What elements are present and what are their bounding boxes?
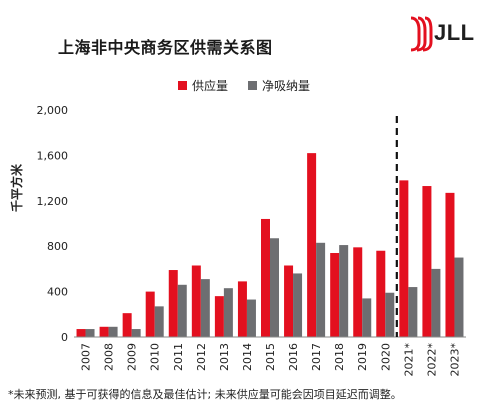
bar-supply — [76, 329, 86, 337]
bar-absorption — [246, 299, 256, 337]
x-tick-label: 2023* — [448, 343, 461, 377]
x-tick-label: 2009 — [126, 343, 139, 371]
bar-supply — [214, 296, 224, 337]
x-tick-label: 2021* — [402, 343, 415, 377]
x-tick-label: 2020 — [379, 343, 392, 371]
x-tick-label: 2022* — [425, 343, 438, 377]
legend-swatch-absorption — [248, 81, 257, 90]
legend-item-supply: 供应量 — [178, 77, 228, 94]
bar-absorption — [270, 238, 279, 337]
logo-text: JLL — [434, 20, 475, 45]
y-tick-label: 1,600 — [37, 149, 69, 162]
bar-supply — [168, 270, 178, 337]
bar-supply — [122, 313, 132, 337]
x-tick-label: 2015 — [264, 343, 277, 371]
bar-absorption — [177, 284, 187, 337]
bar-supply — [284, 265, 294, 337]
legend-label-supply: 供应量 — [192, 79, 229, 93]
bar-absorption — [385, 292, 395, 337]
bar-supply — [307, 153, 317, 337]
x-tick-label: 2018 — [333, 343, 346, 371]
legend-item-absorption: 净吸纳量 — [248, 77, 310, 94]
x-tick-label: 2017 — [310, 343, 323, 371]
y-tick-label: 400 — [47, 286, 68, 299]
bar-supply — [99, 326, 109, 337]
bar-supply — [376, 250, 386, 337]
bar-absorption — [200, 279, 210, 337]
bar-supply — [399, 180, 409, 337]
bar-absorption — [339, 245, 349, 337]
bar-absorption — [316, 242, 326, 337]
bar-absorption — [362, 298, 372, 337]
bar-supply — [422, 186, 432, 337]
x-tick-label: 2013 — [218, 343, 231, 371]
bar-supply — [237, 281, 247, 337]
bar-supply — [330, 253, 340, 337]
x-tick-label: 2010 — [149, 343, 162, 371]
x-tick-label: 2012 — [195, 343, 208, 371]
footnote: *未来预测, 基于可获得的信息及最佳估计; 未来供应量可能会因项目延迟而调整。 — [8, 388, 402, 401]
y-tick-label: 0 — [61, 331, 68, 344]
bar-absorption — [85, 329, 95, 337]
x-tick-label: 2008 — [103, 343, 116, 371]
bar-absorption — [293, 273, 303, 337]
bar-supply — [261, 218, 270, 337]
bar-supply — [445, 192, 455, 337]
bar-absorption — [223, 288, 233, 337]
bar-absorption — [408, 287, 418, 337]
x-tick-label: 2011 — [172, 343, 185, 371]
legend-swatch-supply — [178, 81, 187, 90]
bar-supply — [145, 291, 155, 337]
bar-supply — [191, 265, 201, 337]
x-tick-label: 2016 — [287, 343, 300, 371]
bar-absorption — [131, 329, 141, 337]
y-tick-label: 2,000 — [37, 104, 69, 117]
y-tick-label: 1,200 — [37, 195, 69, 208]
bar-absorption — [454, 257, 464, 337]
x-tick-label: 2014 — [241, 343, 254, 371]
jll-logo-icon — [410, 16, 433, 52]
bar-absorption — [108, 326, 118, 337]
x-tick-label: 2007 — [80, 343, 93, 371]
legend-label-absorption: 净吸纳量 — [262, 79, 311, 93]
bar-absorption — [154, 306, 164, 337]
x-tick-label: 2019 — [356, 343, 369, 371]
bar-absorption — [431, 268, 441, 337]
bar-supply — [353, 247, 363, 337]
y-tick-label: 800 — [47, 240, 68, 253]
chart-title: 上海非中央商务区供需关系图 — [58, 38, 273, 57]
